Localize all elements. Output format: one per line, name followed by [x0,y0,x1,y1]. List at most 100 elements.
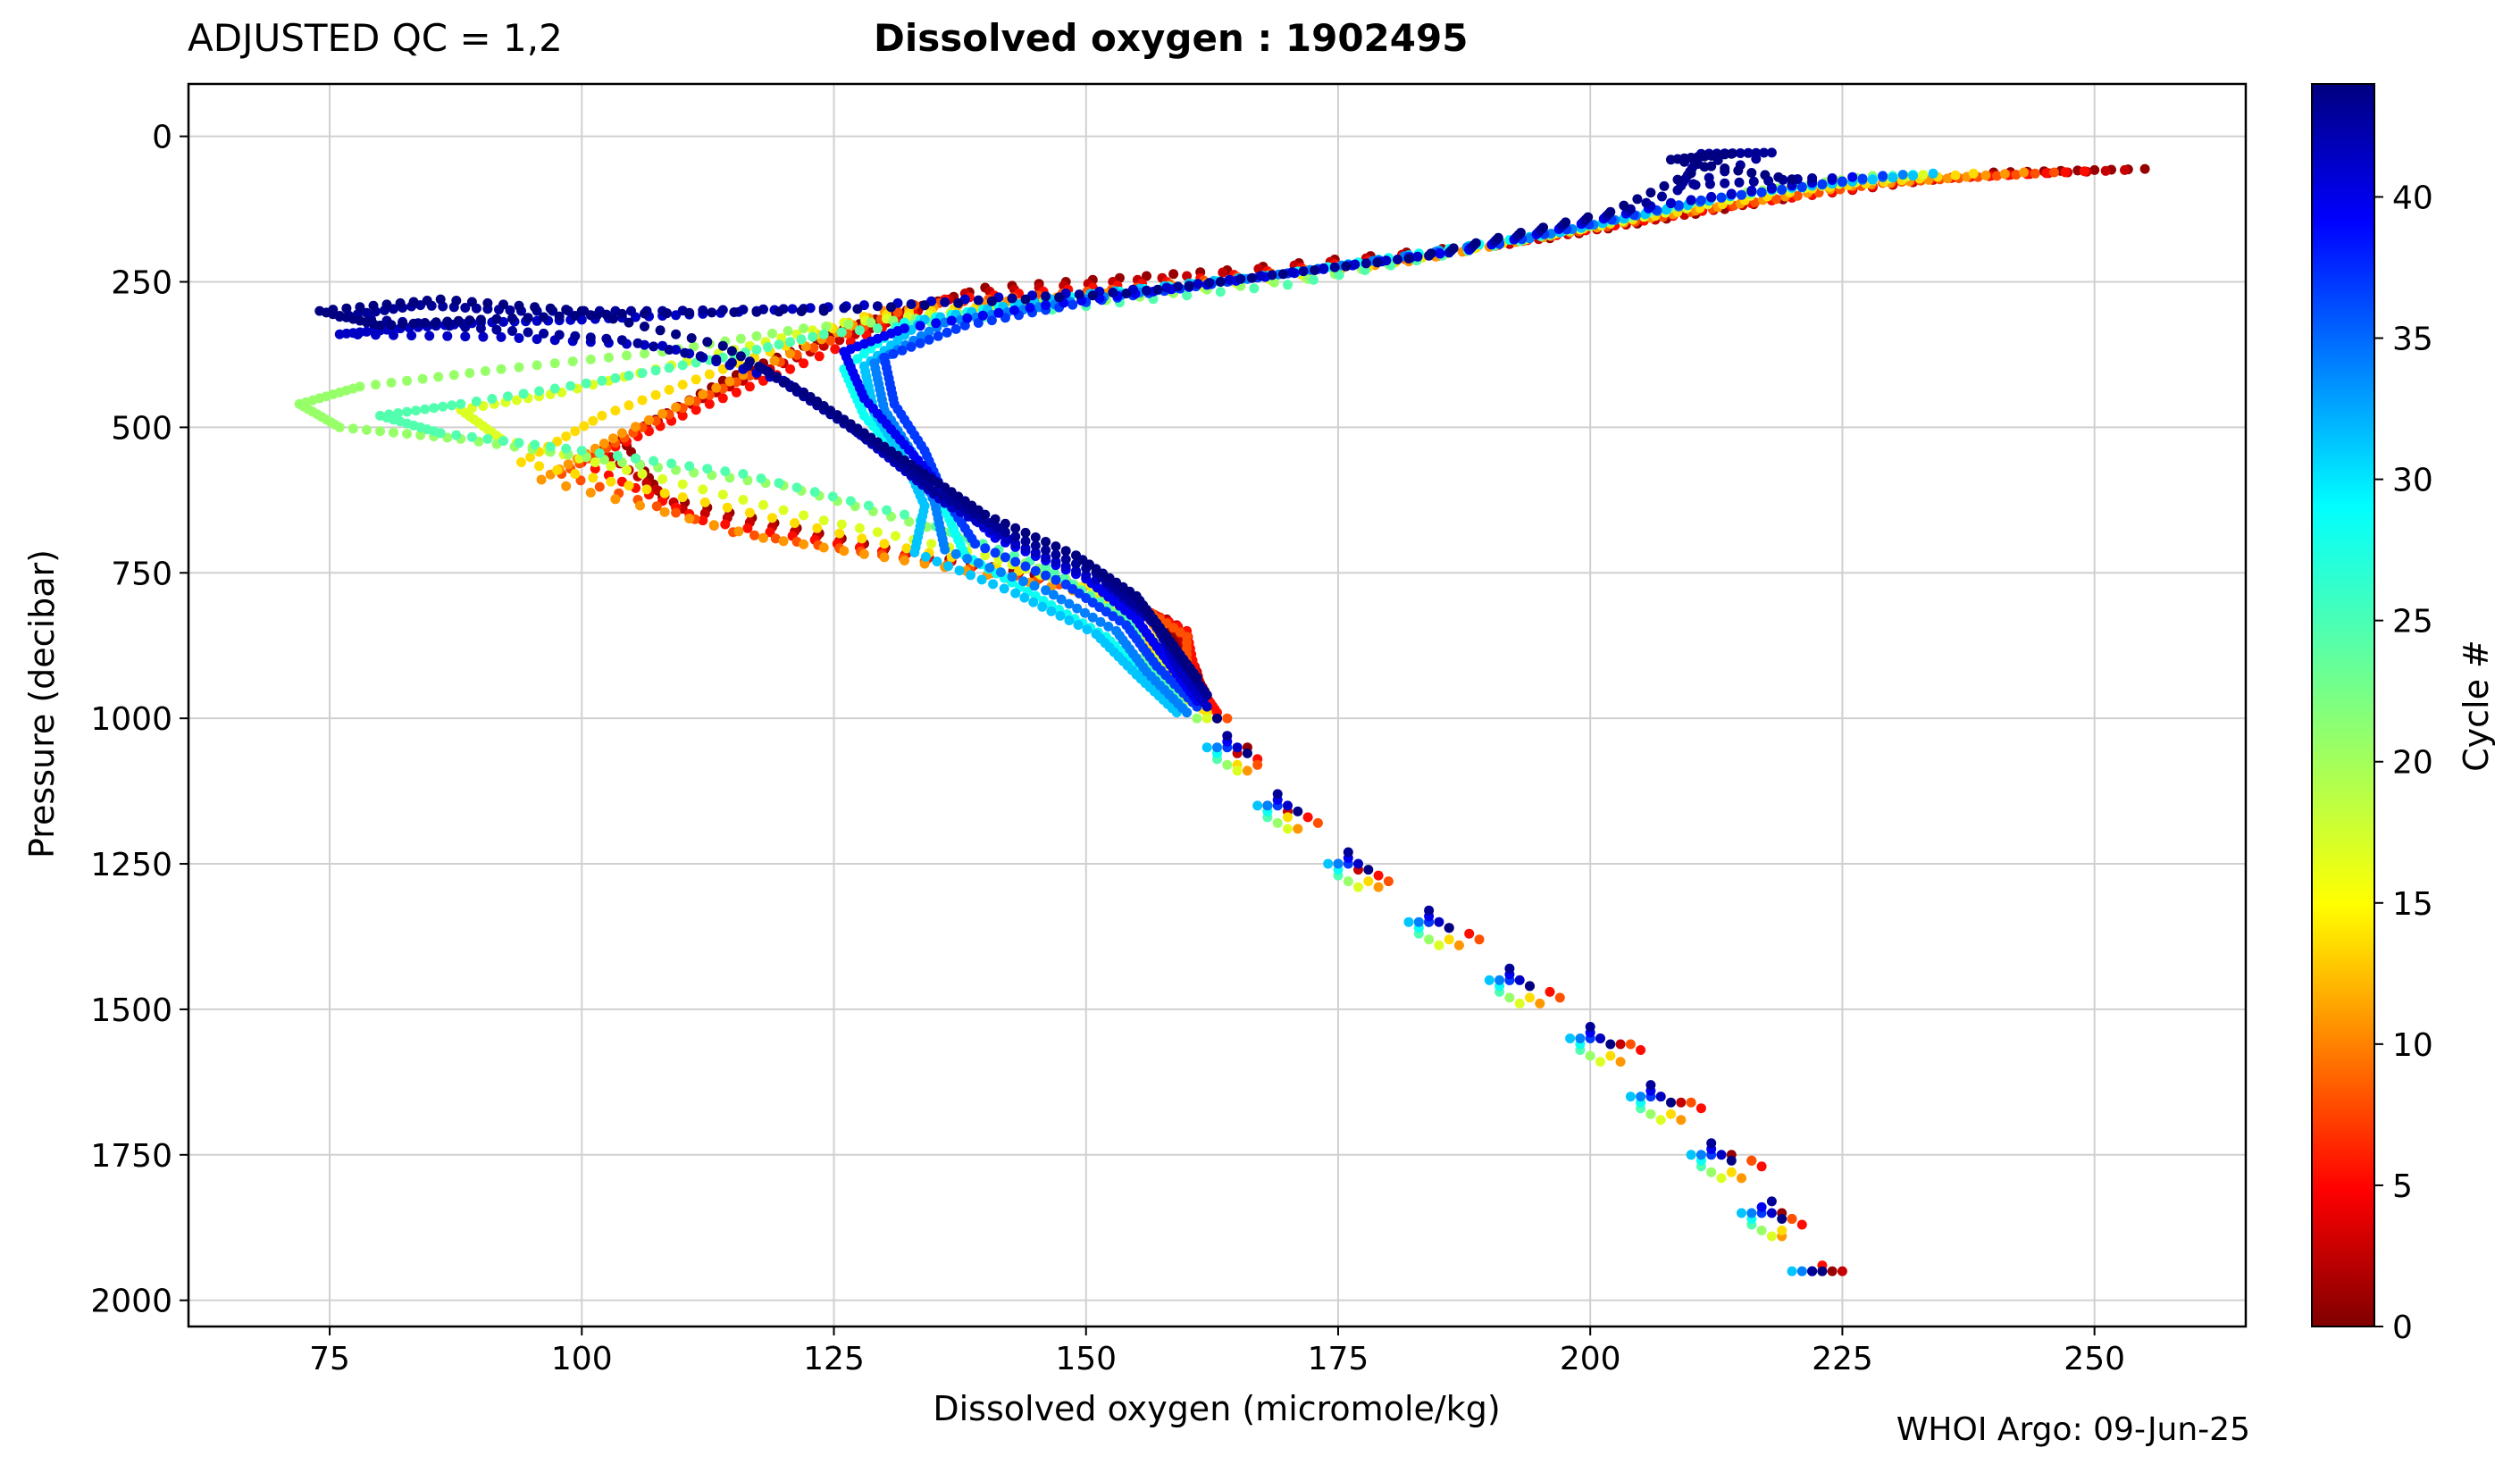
data-point [386,377,397,388]
series-cycle-33 [869,170,1908,1276]
colorbar-tick-label: 35 [2392,322,2433,358]
data-point [799,323,809,334]
data-point [1095,616,1106,627]
data-point [480,365,490,376]
data-point [498,436,508,447]
data-point [1686,1150,1696,1160]
data-point [514,300,524,311]
data-point [1278,269,1288,280]
data-point [597,410,607,421]
data-point [698,389,708,399]
data-point [1142,271,1151,281]
data-point [616,308,627,319]
y-tick-label: 250 [111,265,172,302]
series-cycle-27 [839,170,1918,1276]
data-point [950,548,961,559]
data-point [1204,278,1215,289]
data-point [818,305,829,316]
data-point [561,431,572,441]
data-point [1827,1266,1838,1276]
data-point [763,366,773,377]
data-point [471,396,481,406]
data-point [1766,1208,1777,1218]
data-point [680,347,691,358]
data-point [632,338,643,348]
data-point [1737,1173,1746,1184]
data-point [830,344,841,355]
data-point [466,297,477,307]
data-point [1302,812,1313,823]
data-point [704,398,715,409]
data-point [1426,248,1436,259]
data-point [872,301,883,312]
data-point [937,490,948,501]
data-point [1215,277,1226,287]
data-point [686,333,697,343]
data-point [1787,1214,1797,1224]
data-point [778,505,789,515]
data-point [1193,279,1203,289]
data-point [845,496,856,506]
data-point [1641,197,1652,208]
data-point [631,453,640,464]
data-point [1182,271,1193,281]
data-point [1412,251,1423,262]
data-point [791,482,802,493]
data-point [1942,173,1953,184]
data-point [1434,940,1444,950]
data-point [1706,191,1717,202]
data-point [940,297,950,307]
data-point [1283,800,1293,811]
data-point [507,326,517,336]
data-point [933,331,943,341]
data-point [1605,206,1616,217]
data-point [950,323,961,334]
data-point [1632,194,1643,205]
data-point [684,307,695,318]
data-point [1242,748,1252,758]
data-point [1743,147,1754,158]
data-point [626,305,636,316]
data-point [1734,177,1745,188]
data-point [843,319,854,330]
data-point [368,300,379,311]
data-point [818,329,829,339]
data-point [1583,212,1594,222]
data-point [389,330,398,340]
x-tick-label: 75 [309,1341,350,1377]
data-point [1706,1167,1717,1177]
data-point [691,405,701,415]
data-point [858,548,869,559]
data-point [677,492,688,503]
data-point [624,400,634,411]
data-point [1222,713,1233,724]
data-point [790,382,800,392]
data-point [1756,187,1767,197]
data-point [1565,1034,1576,1043]
data-point [637,368,648,379]
data-point [466,431,477,442]
data-point [1735,148,1746,158]
data-point [601,333,612,344]
data-point [448,370,459,381]
data-point [1655,1115,1666,1126]
data-point [836,327,847,338]
colorbar-label: Cycle # [2457,640,2496,772]
data-point [1060,554,1071,565]
data-point [597,375,607,386]
data-point [664,363,674,373]
data-point [1341,261,1352,272]
data-point [1645,1109,1656,1119]
data-point [624,481,634,491]
data-point [1041,570,1051,581]
data-point [858,348,869,359]
data-point [689,341,699,352]
data-point [1025,303,1035,313]
data-point [825,335,836,346]
data-point [1720,178,1730,188]
qc-label: ADJUSTED QC = 1,2 [188,16,563,60]
data-point [946,315,957,326]
data-point [1267,270,1277,280]
data-point [671,329,682,339]
data-point [1575,1034,1586,1043]
